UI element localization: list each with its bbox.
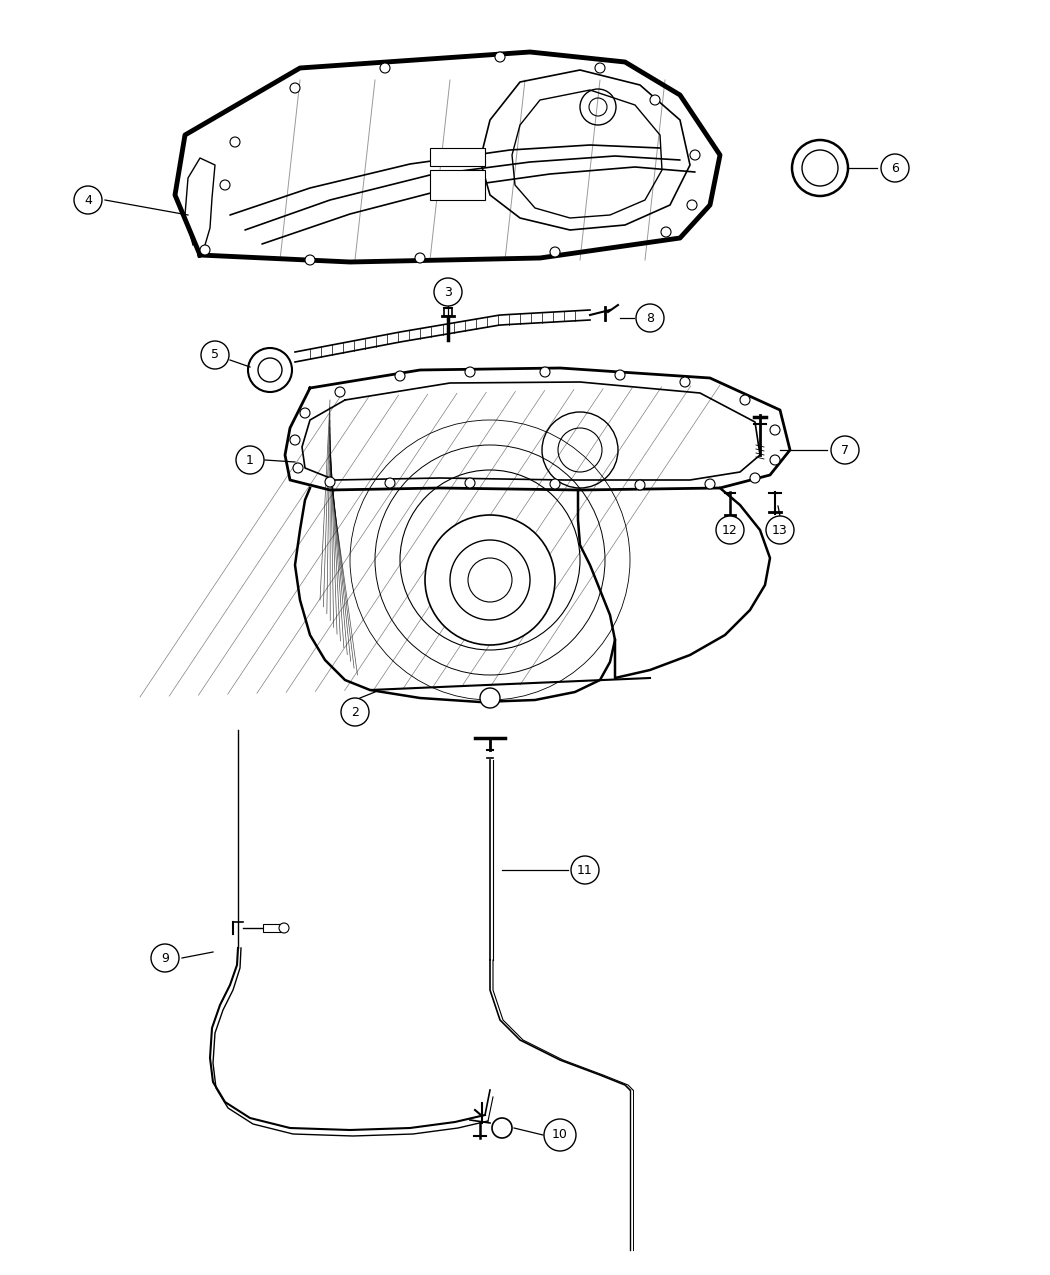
Circle shape bbox=[495, 52, 505, 62]
Circle shape bbox=[662, 227, 671, 237]
Circle shape bbox=[636, 303, 664, 332]
Text: 1: 1 bbox=[246, 454, 254, 467]
Circle shape bbox=[831, 436, 859, 464]
Circle shape bbox=[220, 180, 230, 190]
Circle shape bbox=[615, 370, 625, 380]
Text: 12: 12 bbox=[722, 524, 738, 537]
Text: 7: 7 bbox=[841, 444, 849, 456]
Polygon shape bbox=[285, 368, 790, 490]
Circle shape bbox=[335, 388, 345, 397]
Circle shape bbox=[687, 200, 697, 210]
Circle shape bbox=[802, 150, 838, 186]
Circle shape bbox=[740, 395, 750, 405]
Circle shape bbox=[595, 62, 605, 73]
Circle shape bbox=[380, 62, 390, 73]
Circle shape bbox=[200, 245, 210, 255]
Circle shape bbox=[690, 150, 700, 159]
Circle shape bbox=[304, 255, 315, 265]
Circle shape bbox=[300, 408, 310, 418]
Circle shape bbox=[465, 478, 475, 488]
Text: 4: 4 bbox=[84, 194, 92, 207]
Circle shape bbox=[395, 371, 405, 381]
Circle shape bbox=[74, 186, 102, 214]
Text: 2: 2 bbox=[351, 705, 359, 719]
Circle shape bbox=[248, 348, 292, 391]
Circle shape bbox=[201, 340, 229, 368]
Circle shape bbox=[792, 140, 848, 196]
Circle shape bbox=[770, 455, 780, 465]
Circle shape bbox=[236, 446, 264, 474]
Circle shape bbox=[480, 688, 500, 708]
Circle shape bbox=[341, 697, 369, 725]
Circle shape bbox=[750, 473, 760, 483]
Circle shape bbox=[550, 479, 560, 490]
Polygon shape bbox=[175, 52, 720, 261]
Circle shape bbox=[650, 96, 660, 105]
Circle shape bbox=[290, 435, 300, 445]
Circle shape bbox=[705, 479, 715, 490]
Text: 5: 5 bbox=[211, 348, 219, 362]
Circle shape bbox=[230, 136, 240, 147]
Circle shape bbox=[465, 367, 475, 377]
Polygon shape bbox=[295, 488, 770, 703]
Text: 6: 6 bbox=[891, 162, 899, 175]
Text: 11: 11 bbox=[578, 863, 593, 876]
FancyBboxPatch shape bbox=[430, 148, 485, 166]
Circle shape bbox=[258, 358, 282, 382]
Circle shape bbox=[550, 247, 560, 258]
Circle shape bbox=[279, 923, 289, 933]
Circle shape bbox=[492, 1118, 512, 1139]
Circle shape bbox=[571, 856, 598, 884]
Circle shape bbox=[450, 541, 530, 620]
Text: 8: 8 bbox=[646, 311, 654, 325]
Circle shape bbox=[468, 558, 512, 602]
Circle shape bbox=[544, 1119, 576, 1151]
Circle shape bbox=[540, 367, 550, 377]
Circle shape bbox=[385, 478, 395, 488]
Text: 9: 9 bbox=[161, 951, 169, 964]
Text: 10: 10 bbox=[552, 1128, 568, 1141]
Circle shape bbox=[716, 516, 744, 544]
Circle shape bbox=[151, 944, 178, 972]
Circle shape bbox=[770, 425, 780, 435]
Circle shape bbox=[425, 515, 555, 645]
Circle shape bbox=[881, 154, 909, 182]
FancyBboxPatch shape bbox=[430, 170, 485, 200]
Circle shape bbox=[326, 477, 335, 487]
Circle shape bbox=[293, 463, 303, 473]
Text: 3: 3 bbox=[444, 286, 452, 298]
Circle shape bbox=[635, 479, 645, 490]
Circle shape bbox=[434, 278, 462, 306]
FancyBboxPatch shape bbox=[262, 924, 281, 932]
Polygon shape bbox=[302, 382, 760, 479]
Circle shape bbox=[680, 377, 690, 388]
Circle shape bbox=[290, 83, 300, 93]
Circle shape bbox=[415, 252, 425, 263]
Circle shape bbox=[766, 516, 794, 544]
Text: 13: 13 bbox=[772, 524, 788, 537]
